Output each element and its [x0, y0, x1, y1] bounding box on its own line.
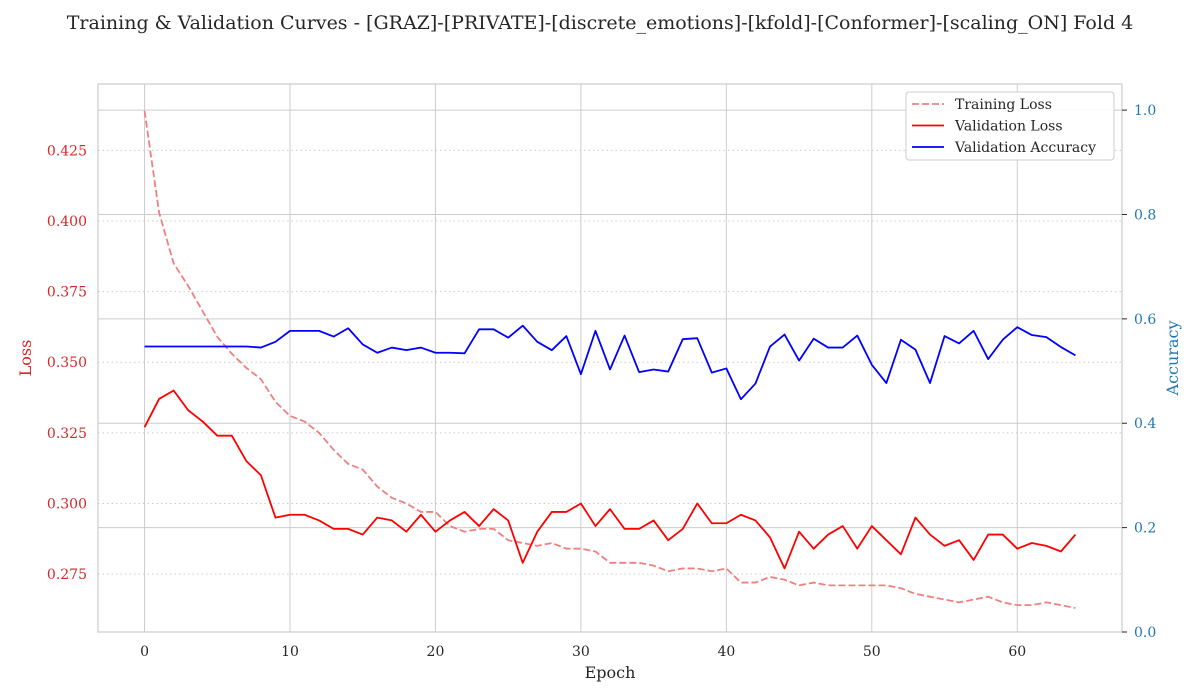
- y-left-tick-label: 0.325: [47, 426, 87, 442]
- series-line-validation-accuracy: [144, 324, 1076, 401]
- chart-title: Training & Validation Curves - [GRAZ]-[P…: [67, 12, 1134, 34]
- x-tick-label: 0: [140, 644, 149, 660]
- x-tick-label: 20: [427, 644, 445, 660]
- y-left-tick-label: 0.400: [47, 214, 87, 230]
- legend-box: [905, 91, 1115, 161]
- y-right-tick-label: 0.0: [1134, 625, 1156, 641]
- series-layer: [143, 110, 1077, 609]
- y-right-tick-label: 0.2: [1134, 521, 1156, 537]
- y-right-tick-label: 0.4: [1134, 416, 1156, 432]
- legend-label: Training Loss: [955, 97, 1052, 113]
- y-right-tick-label: 0.6: [1134, 312, 1156, 328]
- y-right-tick-label: 1.0: [1134, 103, 1156, 119]
- y-left-tick-label: 0.375: [47, 285, 87, 301]
- y-axis-right-label: Accuracy: [1163, 321, 1182, 397]
- plot-frame: [97, 83, 1123, 633]
- x-tick-label: 40: [717, 644, 735, 660]
- y-left-tick-label: 0.300: [47, 496, 87, 512]
- x-axis-label: Epoch: [585, 663, 636, 682]
- x-tick-label: 50: [863, 644, 881, 660]
- x-tick-label: 60: [1008, 644, 1026, 660]
- y-left-tick-label: 0.350: [47, 355, 87, 371]
- y-right-tick-label: 0.8: [1134, 207, 1156, 223]
- x-tick-label: 30: [572, 644, 590, 660]
- legend-label: Validation Accuracy: [954, 140, 1096, 156]
- legend: Training Loss Validation Loss Validation A…: [905, 91, 1115, 161]
- series-line-validation-loss: [143, 389, 1077, 570]
- x-tick-label: 10: [281, 644, 299, 660]
- y-axis-left-label: Loss: [16, 340, 35, 377]
- axes: 0 10 20 30 40 50 60 0.275 0.300 0.325 0.350 0.375 0.…: [47, 103, 1156, 660]
- series-line-training-loss: [143, 110, 1076, 609]
- grid: [98, 84, 1122, 633]
- y-left-tick-label: 0.275: [47, 567, 87, 583]
- legend-label: Validation Loss: [954, 119, 1063, 135]
- y-left-tick-label: 0.425: [47, 143, 87, 159]
